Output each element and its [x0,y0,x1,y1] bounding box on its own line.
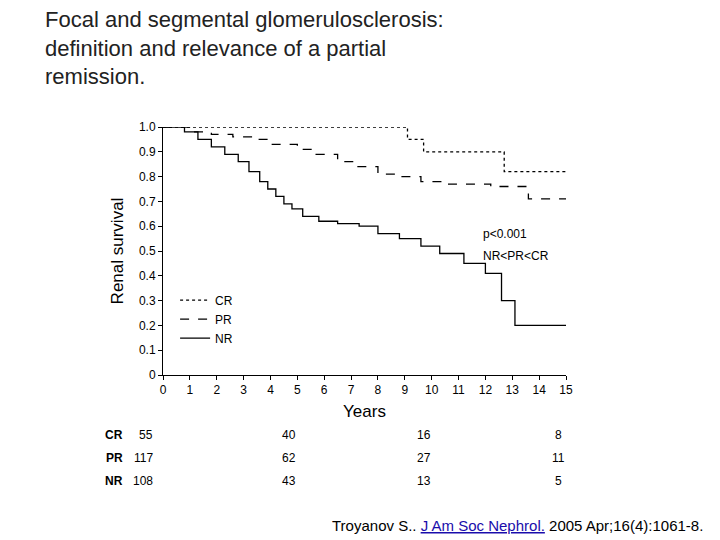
svg-text:5: 5 [555,474,562,488]
svg-text:1.0: 1.0 [139,120,156,134]
svg-text:Years: Years [343,402,386,421]
svg-text:0.3: 0.3 [139,294,156,308]
svg-text:12: 12 [479,383,493,397]
svg-text:43: 43 [282,474,296,488]
svg-text:0.4: 0.4 [139,269,156,283]
svg-text:4: 4 [267,383,274,397]
svg-text:PR: PR [106,451,123,465]
svg-text:Troyanov S.. J Am Soc Nephrol.: Troyanov S.. J Am Soc Nephrol. 2005 Apr;… [332,517,703,534]
svg-text:15: 15 [559,383,573,397]
svg-text:8: 8 [555,428,562,442]
svg-text:0.9: 0.9 [139,145,156,159]
svg-text:11: 11 [552,451,565,465]
svg-text:62: 62 [282,451,296,465]
svg-text:NR: NR [215,332,233,346]
svg-text:PR: PR [215,313,232,327]
svg-text:8: 8 [375,383,382,397]
svg-text:2: 2 [213,383,220,397]
svg-text:Focal and segmental glomerulos: Focal and segmental glomerulosclerosis:d… [45,7,444,89]
svg-text:6: 6 [321,383,328,397]
svg-text:3: 3 [240,383,247,397]
svg-text:p<0.001: p<0.001 [483,227,527,241]
svg-text:11: 11 [452,383,465,397]
svg-text:1: 1 [187,383,194,397]
svg-text:14: 14 [532,383,546,397]
svg-text:108: 108 [133,474,153,488]
svg-text:CR: CR [105,428,123,442]
svg-text:10: 10 [425,383,439,397]
svg-text:55: 55 [139,428,153,442]
svg-text:40: 40 [282,428,296,442]
svg-text:16: 16 [417,428,431,442]
svg-text:0: 0 [160,383,167,397]
svg-text:0.7: 0.7 [139,195,156,209]
svg-text:NR: NR [105,474,123,488]
svg-text:0.1: 0.1 [139,343,156,357]
svg-text:NR<PR<CR: NR<PR<CR [483,249,549,263]
svg-text:13: 13 [506,383,520,397]
svg-text:27: 27 [417,451,431,465]
svg-text:0.5: 0.5 [139,244,156,258]
svg-text:CR: CR [215,294,233,308]
svg-text:0.2: 0.2 [139,319,156,333]
svg-text:Renal survival: Renal survival [108,198,127,305]
svg-text:7: 7 [348,383,355,397]
svg-text:117: 117 [134,451,153,465]
svg-text:0.6: 0.6 [139,219,156,233]
svg-text:13: 13 [417,474,431,488]
svg-text:0.8: 0.8 [139,170,156,184]
svg-text:9: 9 [401,383,408,397]
svg-text:0: 0 [149,368,156,382]
svg-text:5: 5 [294,383,301,397]
